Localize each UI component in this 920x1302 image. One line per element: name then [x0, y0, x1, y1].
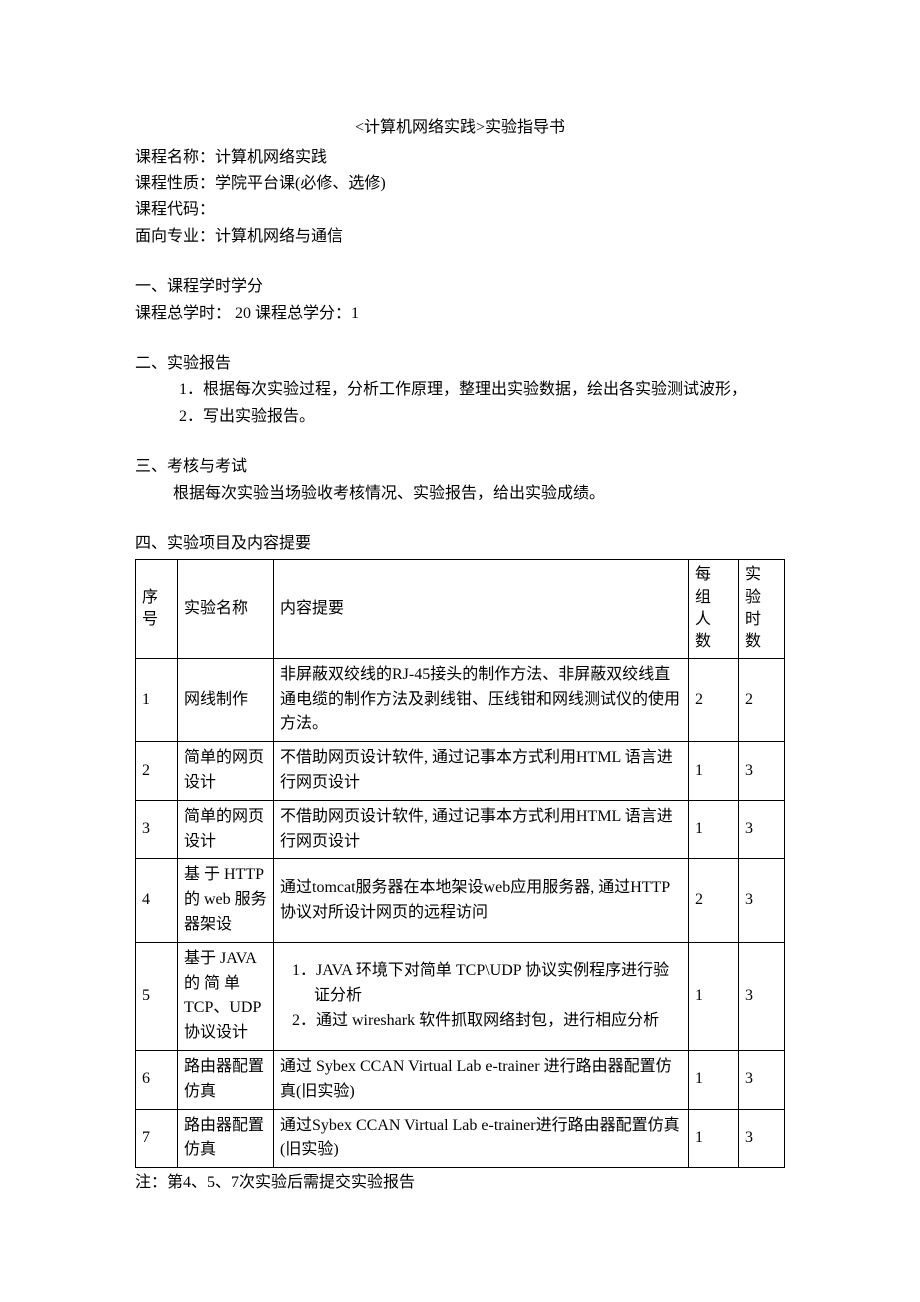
col-header-name: 实验名称 [178, 560, 274, 659]
col-header-hours: 实验时数 [739, 560, 785, 659]
table-row: 3简单的网页设计不借助网页设计软件, 通过记事本方式利用HTML 语言进行网页设… [136, 800, 785, 859]
cell-content: 通过Sybex CCAN Virtual Lab e-trainer进行路由器配… [274, 1109, 689, 1168]
cell-people: 2 [689, 658, 739, 741]
table-row: 7路由器配置仿真通过Sybex CCAN Virtual Lab e-train… [136, 1109, 785, 1168]
cell-content: 不借助网页设计软件, 通过记事本方式利用HTML 语言进行网页设计 [274, 800, 689, 859]
course-name-line: 课程名称：计算机网络实践 [135, 145, 785, 171]
cell-name: 路由器配置仿真 [178, 1051, 274, 1110]
course-nature-label: 课程性质： [135, 175, 215, 192]
content-list-item: 1．JAVA 环境下对简单 TCP\UDP 协议实例程序进行验证分析 [280, 959, 682, 1009]
cell-content: 通过 Sybex CCAN Virtual Lab e-trainer 进行路由… [274, 1051, 689, 1110]
cell-hours: 3 [739, 1109, 785, 1168]
cell-name: 路由器配置仿真 [178, 1109, 274, 1168]
section2-header: 二、实验报告 [135, 351, 785, 377]
cell-seq: 3 [136, 800, 178, 859]
cell-people: 1 [689, 942, 739, 1050]
table-row: 4基 于 HTTP的 web 服务器架设通过tomcat服务器在本地架设web应… [136, 859, 785, 942]
cell-name: 网线制作 [178, 658, 274, 741]
cell-name: 简单的网页设计 [178, 800, 274, 859]
major-value: 计算机网络与通信 [215, 228, 343, 245]
cell-content: 非屏蔽双绞线的RJ-45接头的制作方法、非屏蔽双绞线直通电缆的制作方法及剥线钳、… [274, 658, 689, 741]
section3-para: 根据每次实验当场验收考核情况、实验报告，给出实验成绩。 [135, 481, 785, 507]
cell-seq: 5 [136, 942, 178, 1050]
course-nature-line: 课程性质：学院平台课(必修、选修) [135, 171, 785, 197]
cell-people: 1 [689, 742, 739, 801]
cell-seq: 4 [136, 859, 178, 942]
cell-content: 不借助网页设计软件, 通过记事本方式利用HTML 语言进行网页设计 [274, 742, 689, 801]
section2-item-1: 1．根据每次实验过程，分析工作原理，整理出实验数据，绘出各实验测试波形， [179, 377, 785, 403]
table-row: 6路由器配置仿真通过 Sybex CCAN Virtual Lab e-trai… [136, 1051, 785, 1110]
cell-content: 通过tomcat服务器在本地架设web应用服务器, 通过HTTP协议对所设计网页… [274, 859, 689, 942]
cell-people: 2 [689, 859, 739, 942]
section2-item-2: 2．写出实验报告。 [179, 404, 785, 430]
cell-hours: 3 [739, 742, 785, 801]
table-row: 5基于 JAVA的 简 单TCP、UDP协议设计1．JAVA 环境下对简单 TC… [136, 942, 785, 1050]
cell-seq: 2 [136, 742, 178, 801]
cell-seq: 7 [136, 1109, 178, 1168]
table-row: 2简单的网页设计不借助网页设计软件, 通过记事本方式利用HTML 语言进行网页设… [136, 742, 785, 801]
major-line: 面向专业：计算机网络与通信 [135, 224, 785, 250]
table-header-row: 序号 实验名称 内容提要 每组人数 实验时数 [136, 560, 785, 659]
table-row: 1网线制作非屏蔽双绞线的RJ-45接头的制作方法、非屏蔽双绞线直通电缆的制作方法… [136, 658, 785, 741]
course-nature-value: 学院平台课(必修、选修) [215, 175, 386, 192]
cell-name: 简单的网页设计 [178, 742, 274, 801]
section4-header: 四、实验项目及内容提要 [135, 531, 785, 557]
cell-people: 1 [689, 1051, 739, 1110]
section1-header: 一、课程学时学分 [135, 274, 785, 300]
experiments-table: 序号 实验名称 内容提要 每组人数 实验时数 1网线制作非屏蔽双绞线的RJ-45… [135, 559, 785, 1168]
cell-hours: 3 [739, 859, 785, 942]
course-name-value: 计算机网络实践 [215, 149, 327, 166]
cell-name: 基 于 HTTP的 web 服务器架设 [178, 859, 274, 942]
section3-header: 三、考核与考试 [135, 454, 785, 480]
course-code-line: 课程代码： [135, 197, 785, 223]
major-label: 面向专业： [135, 228, 215, 245]
col-header-content: 内容提要 [274, 560, 689, 659]
cell-hours: 3 [739, 1051, 785, 1110]
section2-list: 1．根据每次实验过程，分析工作原理，整理出实验数据，绘出各实验测试波形， 2．写… [135, 377, 785, 430]
course-code-label: 课程代码： [135, 201, 215, 218]
section1-line: 课程总学时： 20 课程总学分：1 [135, 301, 785, 327]
cell-people: 1 [689, 800, 739, 859]
cell-hours: 2 [739, 658, 785, 741]
cell-name: 基于 JAVA的 简 单TCP、UDP协议设计 [178, 942, 274, 1050]
course-name-label: 课程名称： [135, 149, 215, 166]
cell-hours: 3 [739, 942, 785, 1050]
cell-seq: 6 [136, 1051, 178, 1110]
col-header-people: 每组人数 [689, 560, 739, 659]
content-list-item: 2．通过 wireshark 软件抓取网络封包，进行相应分析 [280, 1009, 682, 1034]
cell-seq: 1 [136, 658, 178, 741]
cell-hours: 3 [739, 800, 785, 859]
cell-people: 1 [689, 1109, 739, 1168]
col-header-seq: 序号 [136, 560, 178, 659]
cell-content: 1．JAVA 环境下对简单 TCP\UDP 协议实例程序进行验证分析2．通过 w… [274, 942, 689, 1050]
document-title: <计算机网络实践>实验指导书 [135, 115, 785, 141]
table-note: 注：第4、5、7次实验后需提交实验报告 [135, 1170, 785, 1196]
